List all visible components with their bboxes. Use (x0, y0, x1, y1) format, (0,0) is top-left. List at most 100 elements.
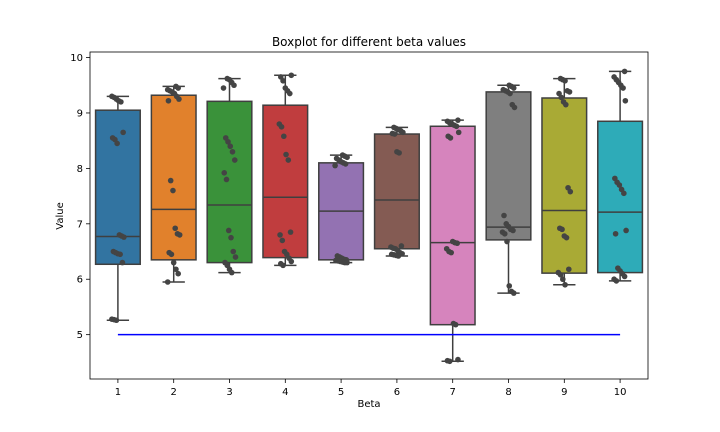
box-9 (541, 77, 588, 286)
x-axis-label: Beta (357, 399, 380, 410)
data-point (221, 170, 228, 176)
points-2 (164, 83, 183, 285)
data-point (176, 232, 183, 238)
data-point (287, 229, 294, 235)
data-point (455, 356, 461, 363)
data-point (566, 89, 573, 95)
data-point (288, 258, 295, 265)
points-9 (555, 75, 574, 288)
data-point (563, 101, 569, 108)
chart-title: Boxplot for different beta values (272, 35, 466, 49)
x-tick-label: 10 (614, 387, 627, 398)
box-7 (429, 119, 476, 363)
data-point (332, 162, 338, 169)
data-point (165, 97, 172, 104)
data-point (117, 251, 123, 258)
data-point (280, 262, 286, 269)
data-point (228, 269, 235, 276)
box-4 (262, 74, 309, 267)
data-point (281, 133, 287, 140)
data-point (566, 266, 572, 273)
box-iqr (150, 94, 197, 261)
data-point (510, 227, 516, 234)
data-point (504, 238, 510, 245)
data-point (622, 97, 629, 104)
data-point (562, 78, 568, 84)
box-8 (485, 84, 532, 294)
data-point (170, 187, 176, 194)
data-point (285, 157, 292, 163)
data-point (511, 104, 518, 111)
box-iqr (94, 109, 141, 266)
points-8 (499, 82, 518, 296)
box-5 (318, 154, 365, 264)
data-point (507, 90, 513, 97)
points-5 (332, 152, 350, 266)
y-tick-label: 9 (77, 108, 83, 119)
data-point (228, 234, 234, 241)
data-point (558, 94, 565, 101)
x-axis: 1 2 3 4 5 6 7 8 9 10 (115, 379, 627, 398)
data-point (225, 227, 232, 234)
plot-frame (89, 51, 649, 380)
points-3 (220, 75, 239, 276)
data-point (229, 148, 236, 155)
box-iqr (429, 125, 476, 326)
box-10 (597, 70, 644, 282)
box-2 (150, 85, 197, 283)
data-point (454, 240, 461, 247)
data-point (119, 259, 126, 266)
data-point (621, 68, 628, 75)
data-point (567, 188, 574, 195)
data-point (506, 283, 513, 289)
data-point (167, 177, 174, 184)
data-point (113, 317, 120, 324)
data-point (230, 248, 237, 255)
data-point (455, 129, 462, 136)
data-point (396, 150, 402, 156)
box-iqr (262, 104, 309, 259)
data-point (164, 279, 171, 285)
data-point (560, 276, 566, 283)
x-tick-label: 6 (394, 387, 400, 398)
data-point (510, 85, 517, 91)
data-point (176, 96, 182, 102)
data-point (501, 212, 507, 219)
data-point (344, 259, 350, 266)
data-point (288, 72, 295, 79)
data-point (621, 273, 628, 280)
y-axis-label: Value (55, 202, 66, 229)
data-point (562, 281, 568, 288)
y-tick-label: 5 (77, 330, 83, 341)
x-tick-label: 3 (226, 387, 232, 398)
data-point (231, 157, 238, 163)
data-point (120, 129, 126, 136)
data-point (620, 85, 626, 91)
data-point (114, 140, 120, 147)
data-point (225, 138, 231, 145)
data-point (395, 253, 402, 259)
data-point (227, 143, 234, 150)
y-tick-label: 7 (77, 219, 83, 230)
x-tick-label: 2 (171, 387, 177, 398)
data-point (232, 254, 239, 260)
data-point (277, 232, 283, 238)
data-point (278, 124, 285, 130)
box-iqr (597, 120, 644, 274)
data-point (121, 234, 127, 240)
data-point (287, 90, 293, 97)
points-10 (611, 68, 629, 284)
data-point (455, 117, 461, 123)
data-point (501, 230, 508, 237)
data-point (400, 129, 406, 136)
points-1 (109, 93, 127, 324)
x-tick-label: 5 (338, 387, 344, 398)
data-point (279, 237, 286, 244)
box-3 (206, 77, 253, 274)
data-point (452, 321, 459, 328)
data-point (621, 190, 627, 197)
data-point (563, 234, 570, 241)
x-tick-label: 9 (561, 387, 567, 398)
data-point (446, 358, 453, 365)
